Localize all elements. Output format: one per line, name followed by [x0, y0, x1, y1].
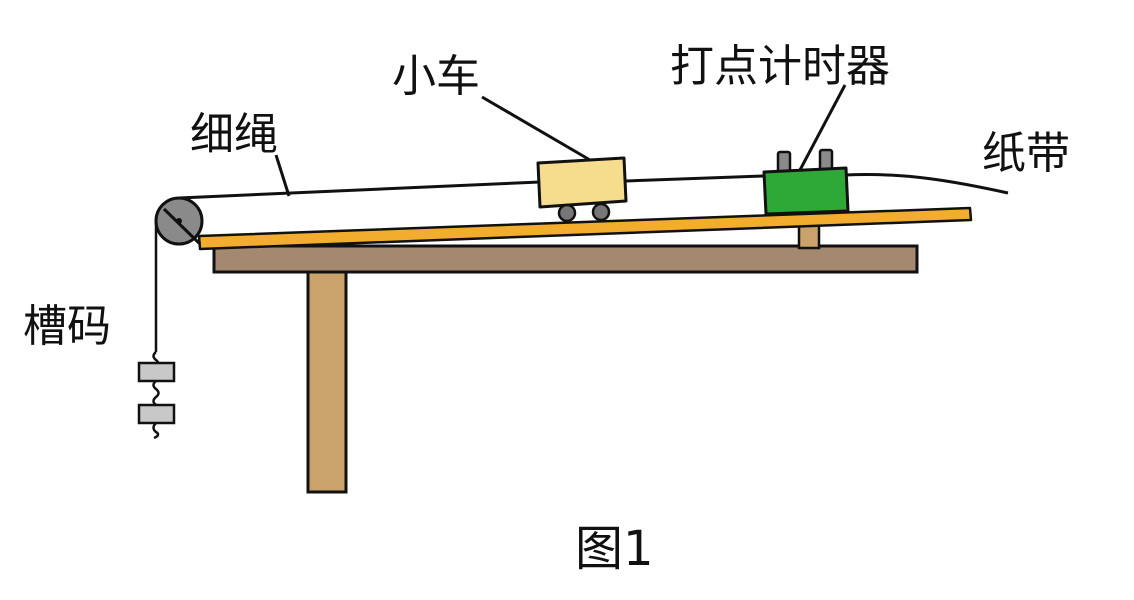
- table-leg: [306, 270, 348, 494]
- cart: [536, 156, 628, 223]
- hanging-weights: [137, 351, 176, 440]
- table-top: [212, 244, 919, 274]
- label-timer: 打点计时器: [670, 41, 890, 92]
- cart-wheel-right: [591, 202, 611, 222]
- paper-tape: [844, 172, 1009, 195]
- label-cart: 小车: [392, 51, 480, 102]
- string-cart-to-timer: [625, 174, 765, 183]
- weight-1: [137, 361, 176, 383]
- timer: [762, 148, 850, 216]
- leader-line-timer: [798, 84, 847, 171]
- weight-2: [137, 403, 176, 425]
- leader-line-string: [274, 154, 291, 197]
- leader-line-cart: [481, 95, 591, 162]
- label-paper-tape: 纸带: [982, 128, 1070, 179]
- timer-body: [762, 166, 850, 216]
- pulley: [154, 196, 204, 246]
- label-string: 细绳: [190, 109, 278, 160]
- label-weights: 槽码: [23, 301, 111, 352]
- cart-body: [536, 156, 628, 209]
- string: [178, 180, 541, 200]
- cart-wheel-left: [557, 203, 577, 223]
- figure-caption: 图1: [575, 521, 654, 577]
- timer-post-left: [776, 150, 792, 174]
- inclined-board: [197, 206, 973, 251]
